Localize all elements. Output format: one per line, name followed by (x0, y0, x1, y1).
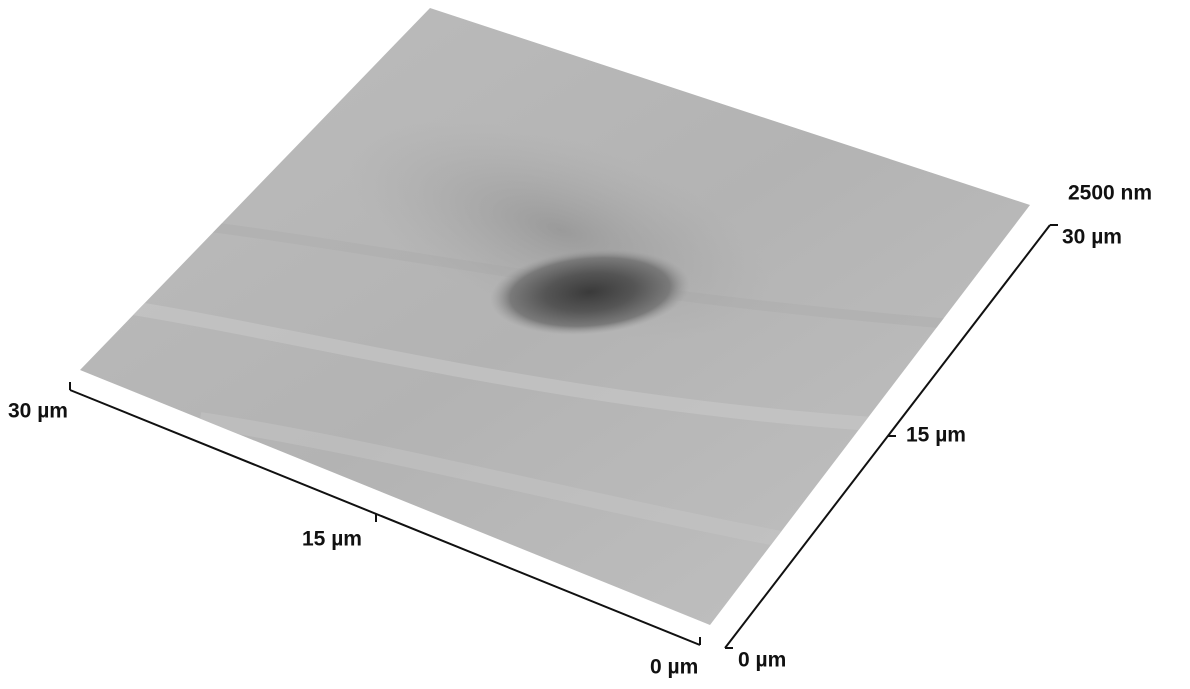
z-scale-label: 2500 nm (1068, 182, 1152, 205)
y-axis (724, 224, 1051, 649)
x-tick-label: 15 µm (302, 528, 362, 551)
x-axis (69, 389, 701, 646)
x-tick-label: 30 µm (8, 400, 68, 423)
y-tick-label: 0 µm (738, 649, 786, 672)
y-tick-label: 30 µm (1062, 226, 1122, 249)
y-tick-label: 15 µm (906, 424, 966, 447)
x-tick-label: 0 µm (650, 656, 698, 679)
surface-texture (80, 120, 1030, 568)
